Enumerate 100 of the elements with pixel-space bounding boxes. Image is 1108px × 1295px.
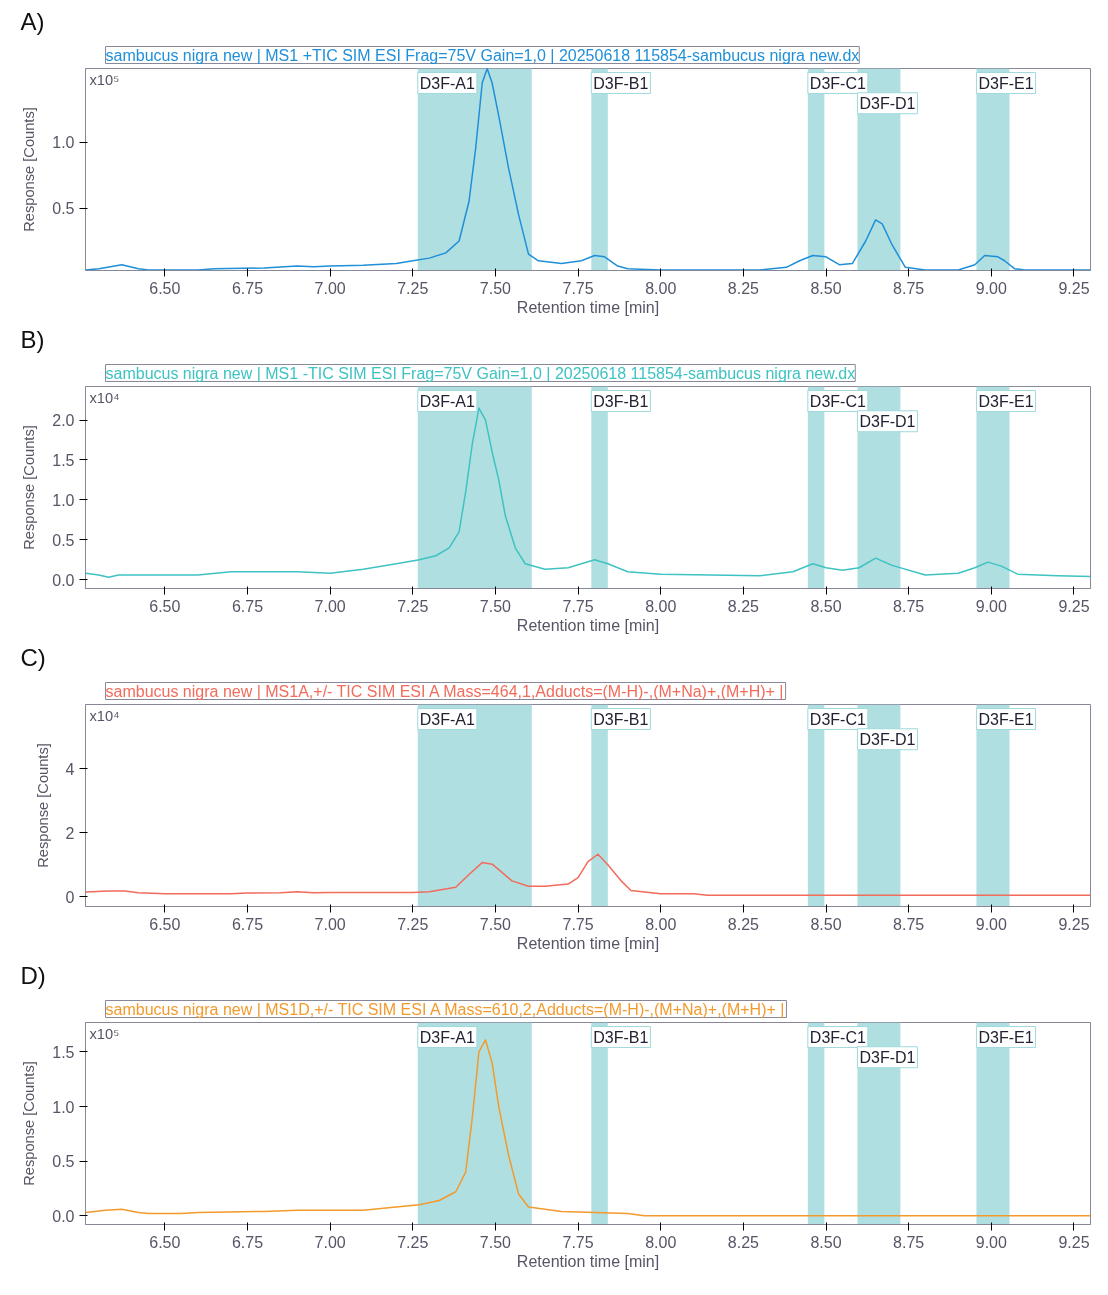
x-tick-label: 7.00 [314, 279, 346, 297]
annotation: x10⁴ [89, 389, 120, 406]
band-label: D3F-D1 [859, 412, 916, 430]
band-label: D3F-A1 [419, 392, 475, 410]
x-tick-label: 8.25 [727, 1233, 760, 1251]
y-tick-label: 0.5 [52, 1153, 75, 1171]
y-tick-label: 1.5 [52, 1043, 75, 1061]
x-tick-label: 6.50 [149, 1233, 181, 1251]
x-axis-title: Retention time [min] [516, 616, 660, 634]
band-label: D3F-B1 [593, 74, 649, 92]
y-tick-label: 0 [65, 888, 75, 906]
x-tick-label: 8.50 [810, 597, 842, 615]
band-label: D3F-D1 [859, 94, 916, 112]
y-tick-label: 0.0 [52, 1207, 75, 1225]
x-tick-label: 9.00 [975, 915, 1007, 933]
chart-subtitle: sambucus nigra new | MS1D,+/- TIC SIM ESI A Mass=610,2,Adducts=(M-H)-,(M+Na)+,(M+H)+ | [105, 1000, 785, 1018]
x-tick-label: 9.25 [1058, 915, 1090, 933]
x-tick-label: 7.00 [314, 1233, 346, 1251]
band-label: D3F-E1 [978, 710, 1034, 728]
x-tick-label: 7.00 [314, 597, 346, 615]
y-tick-label: 0.0 [52, 571, 75, 589]
x-tick-label: 7.75 [562, 1233, 594, 1251]
x-tick-label: 7.75 [562, 915, 594, 933]
annotation: x10⁵ [89, 1025, 120, 1042]
x-tick-label: 7.25 [397, 279, 429, 297]
band-label: D3F-E1 [978, 392, 1034, 410]
x-tick-label: 8.75 [893, 1233, 925, 1251]
band-label: D3F-B1 [593, 392, 649, 410]
annotation: x10⁴ [89, 707, 120, 724]
x-tick-label: 7.75 [562, 597, 594, 615]
chart-subtitle: sambucus nigra new | MS1 +TIC SIM ESI Frag=75V Gain=1,0 | 20250618 115854-sambucus nigra new.dx [105, 46, 860, 64]
y-tick-label: 2 [65, 824, 75, 842]
x-tick-label: 9.25 [1058, 1233, 1090, 1251]
band-label: D3F-D1 [859, 1048, 916, 1066]
x-tick-label: 8.00 [645, 1233, 677, 1251]
x-tick-label: 9.25 [1058, 279, 1090, 297]
line-series [85, 68, 1091, 271]
x-tick-label: 8.25 [727, 597, 760, 615]
x-tick-label: 8.75 [893, 279, 925, 297]
x-tick-label: 8.75 [893, 597, 925, 615]
x-tick-label: 6.75 [231, 1233, 264, 1251]
x-tick-label: 9.00 [975, 279, 1007, 297]
line-series [85, 407, 1091, 579]
line-series [85, 853, 1091, 897]
y-tick-label: 1.0 [52, 491, 75, 509]
x-tick-label: 7.00 [314, 915, 346, 933]
y-tick-label: 0.5 [52, 531, 75, 549]
x-axis-title: Retention time [min] [516, 1252, 660, 1270]
band-label: D3F-E1 [978, 74, 1034, 92]
x-tick-label: 8.25 [727, 279, 760, 297]
x-tick-label: 8.00 [645, 279, 677, 297]
band-label: D3F-D1 [859, 730, 916, 748]
x-tick-label: 9.25 [1058, 597, 1090, 615]
x-tick-label: 7.50 [479, 597, 512, 615]
band-label: D3F-B1 [593, 710, 649, 728]
band-label: D3F-C1 [809, 710, 866, 728]
chart-title: B) [20, 325, 45, 353]
y-tick-label: 1.0 [52, 134, 75, 152]
y-tick-label: 1.5 [52, 451, 75, 469]
band-label: D3F-B1 [593, 1028, 649, 1046]
x-tick-label: 7.75 [562, 279, 594, 297]
x-tick-label: 6.50 [149, 279, 181, 297]
x-tick-label: 7.25 [397, 597, 429, 615]
x-axis-title: Retention time [min] [516, 934, 660, 952]
band-label: D3F-E1 [978, 1028, 1034, 1046]
y-tick-label: 0.5 [52, 200, 75, 218]
x-tick-label: 7.25 [397, 1233, 429, 1251]
x-tick-label: 8.50 [810, 279, 842, 297]
band-label: D3F-A1 [419, 710, 475, 728]
x-tick-label: 8.00 [645, 597, 677, 615]
x-tick-label: 8.75 [893, 915, 925, 933]
y-tick-label: 4 [65, 760, 75, 778]
x-tick-label: 6.75 [231, 915, 264, 933]
y-tick-label: 1.0 [52, 1098, 75, 1116]
x-tick-label: 8.50 [810, 915, 842, 933]
x-tick-label: 8.25 [727, 915, 760, 933]
x-tick-label: 6.75 [231, 597, 264, 615]
x-tick-label: 7.50 [479, 279, 512, 297]
x-axis-title: Retention time [min] [516, 298, 660, 316]
band-label: D3F-A1 [419, 1028, 475, 1046]
chart-title: D) [20, 961, 46, 989]
x-tick-label: 7.50 [479, 1233, 512, 1251]
chart-subtitle: sambucus nigra new | MS1 -TIC SIM ESI Frag=75V Gain=1,0 | 20250618 115854-sambucus nigra new.dx [105, 364, 856, 382]
band-label: D3F-C1 [809, 1028, 866, 1046]
x-tick-label: 9.00 [975, 1233, 1007, 1251]
y-axis-title: Response [Counts] [21, 425, 38, 550]
x-tick-label: 8.00 [645, 915, 677, 933]
x-tick-label: 6.50 [149, 597, 181, 615]
y-axis-title: Response [Counts] [21, 1061, 38, 1186]
x-tick-label: 7.50 [479, 915, 512, 933]
x-tick-label: 7.25 [397, 915, 429, 933]
x-tick-label: 9.00 [975, 597, 1007, 615]
chart-title: C) [20, 643, 46, 671]
x-tick-label: 6.50 [149, 915, 181, 933]
x-tick-label: 6.75 [231, 279, 264, 297]
x-tick-label: 8.50 [810, 1233, 842, 1251]
annotation: x10⁵ [89, 71, 120, 88]
chart-subtitle: sambucus nigra new | MS1A,+/- TIC SIM ESI A Mass=464,1,Adducts=(M-H)-,(M+Na)+,(M+H)+ | [105, 682, 784, 700]
y-tick-label: 2.0 [52, 412, 75, 430]
y-axis-title: Response [Counts] [34, 743, 51, 868]
